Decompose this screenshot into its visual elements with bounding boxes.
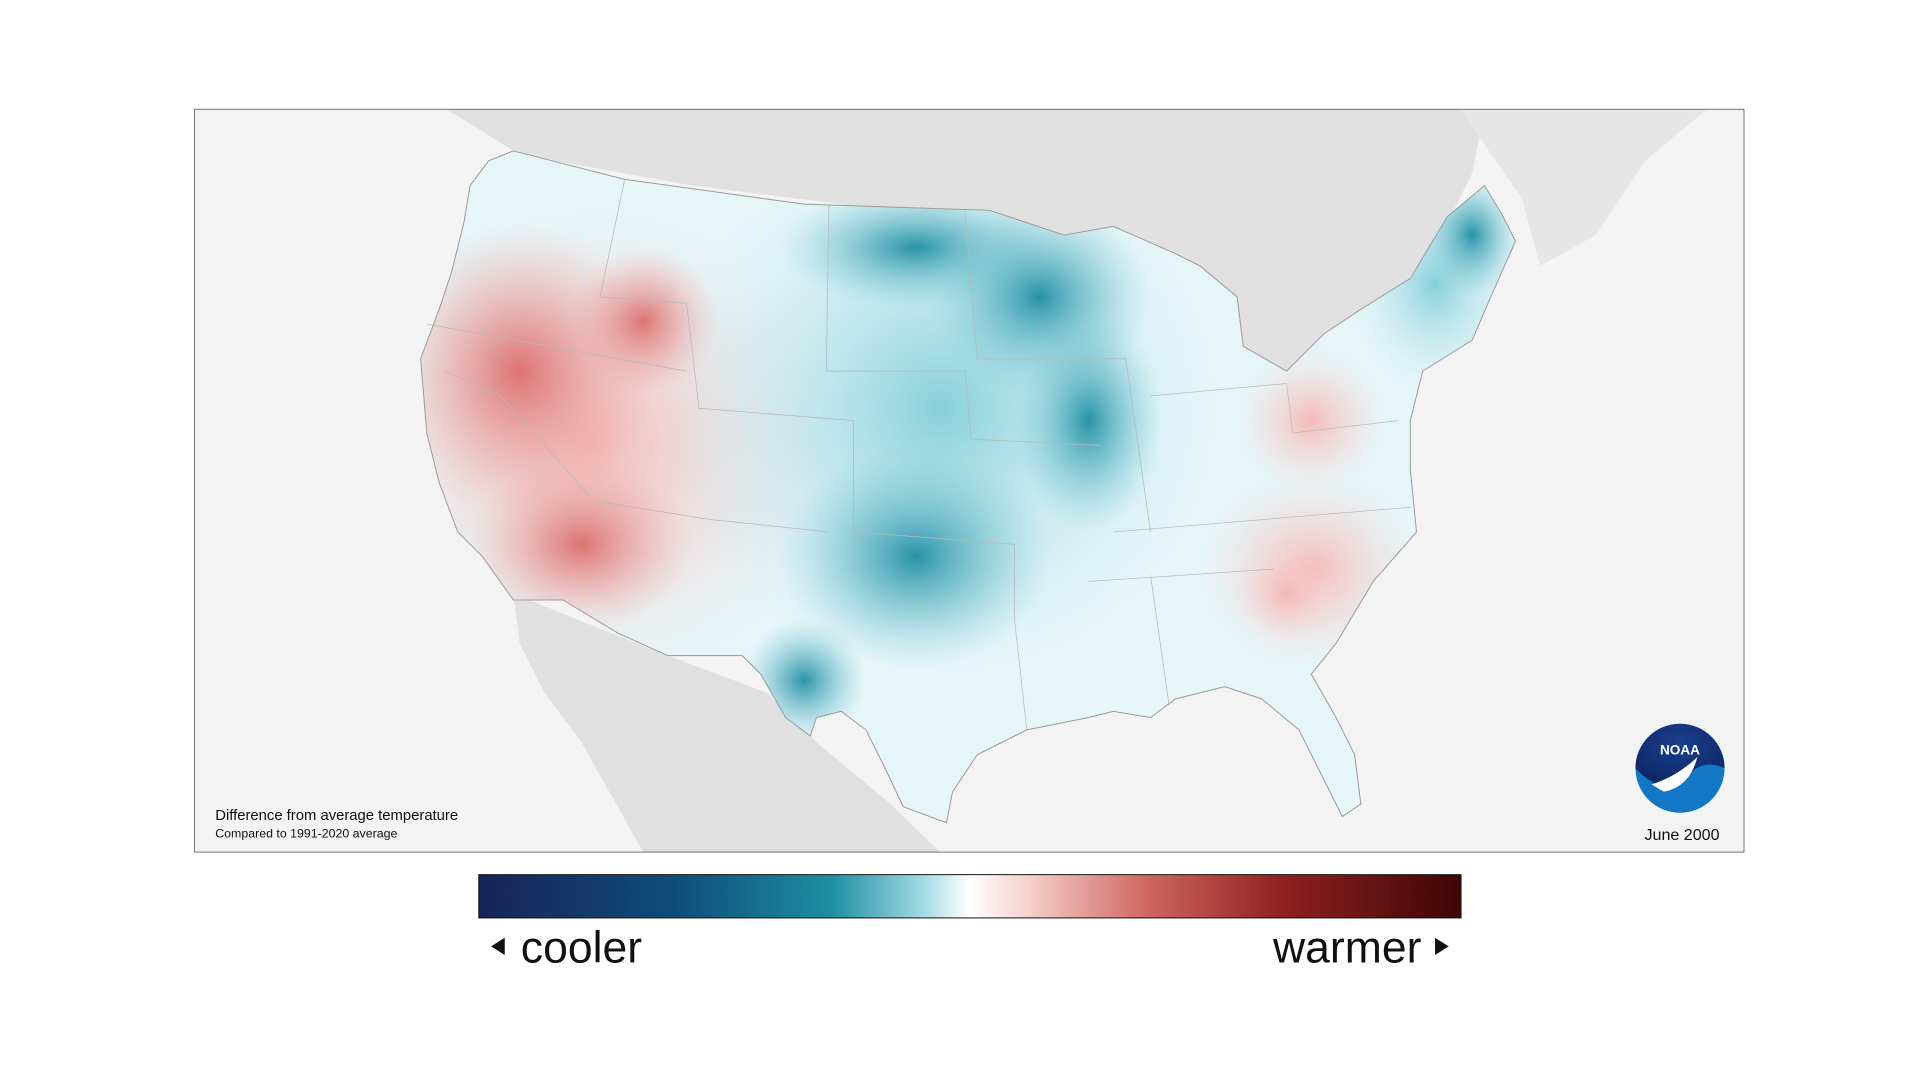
- map-caption: Difference from average temperature: [215, 808, 458, 824]
- map-date: June 2000: [1644, 826, 1719, 844]
- legend-low-label: cooler: [521, 923, 642, 972]
- legend-high-label: warmer: [1272, 923, 1422, 972]
- mexico-land: [513, 593, 941, 853]
- noaa-logo: NOAA: [1635, 723, 1725, 813]
- map-subcaption: Compared to 1991-2020 average: [215, 827, 397, 841]
- warmer-arrow: [1435, 937, 1449, 956]
- maritime-land: [1459, 108, 1708, 266]
- color-bar: [478, 874, 1462, 919]
- logo-text: NOAA: [1660, 743, 1700, 758]
- state-borders: [426, 179, 1411, 730]
- cooler-arrow: [491, 937, 505, 956]
